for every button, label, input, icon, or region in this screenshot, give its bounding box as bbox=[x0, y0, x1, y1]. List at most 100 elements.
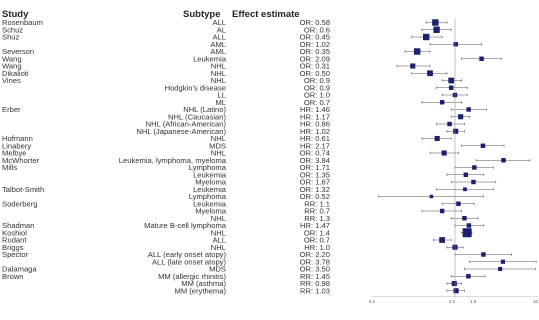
subtype-label: Leukemia bbox=[193, 170, 227, 179]
estimate-label: OR: 0.74 bbox=[300, 149, 330, 158]
estimate-marker bbox=[471, 179, 476, 185]
estimate-marker bbox=[463, 172, 469, 177]
estimate-label: RR: 0.98 bbox=[300, 279, 330, 288]
subtype-label: NHL bbox=[211, 243, 226, 252]
subtype-label: MDS bbox=[209, 265, 226, 274]
estimate-label: OR: 0.9 bbox=[304, 83, 330, 92]
estimate-label: RR: 1.45 bbox=[300, 272, 330, 281]
estimate-label: OR: 1.4 bbox=[304, 228, 330, 237]
estimate-marker bbox=[441, 150, 447, 156]
estimate-marker bbox=[433, 26, 440, 33]
subtype-label: MM (erythema) bbox=[175, 286, 227, 295]
subtype-label: NHL (Caucasian) bbox=[168, 112, 226, 121]
estimate-label: OR: 1.35 bbox=[300, 170, 330, 179]
estimate-label: HR: 2.17 bbox=[300, 141, 330, 150]
subtype-label: ML bbox=[215, 98, 226, 107]
estimate-marker bbox=[413, 48, 421, 55]
subtype-label: ALL bbox=[212, 18, 226, 27]
estimate-label: HR: 1.47 bbox=[300, 221, 330, 230]
x-tick-label: 1.5 bbox=[470, 299, 477, 304]
x-tick-label: 1.0 bbox=[449, 299, 456, 304]
plot-area: 0.1 1.0 1.5 10 bbox=[369, 18, 538, 304]
subtype-label: NHL (Japanese-American) bbox=[136, 127, 226, 136]
study-label: Mills bbox=[2, 163, 17, 172]
subtype-label: NHL bbox=[211, 228, 226, 237]
estimate-label: OR: 0.6 bbox=[304, 25, 330, 34]
estimate-marker bbox=[447, 121, 452, 127]
subtype-label: Leukemia bbox=[193, 54, 227, 63]
subtype-label: ALL bbox=[212, 236, 226, 245]
study-label: Vines bbox=[2, 76, 21, 85]
estimate-label: OR: 0.31 bbox=[300, 62, 330, 71]
estimate-marker bbox=[432, 19, 439, 26]
estimate-marker bbox=[501, 158, 506, 163]
subtype-label: AL bbox=[217, 25, 226, 34]
estimate-marker bbox=[410, 63, 416, 69]
subtype-label: NHL (African-American) bbox=[146, 120, 227, 129]
study-label: Brown bbox=[2, 272, 24, 281]
study-label: Talbot-Smith bbox=[2, 185, 44, 194]
estimate-label: RR: 1.1 bbox=[304, 199, 330, 208]
estimate-marker bbox=[423, 33, 430, 41]
subtype-label: Lymphoma bbox=[189, 192, 227, 201]
estimate-marker bbox=[439, 208, 445, 214]
estimate-label: RR: 1.3 bbox=[304, 214, 330, 223]
subtype-label: Leukemia bbox=[193, 199, 227, 208]
estimate-marker bbox=[466, 223, 472, 228]
subtype-label: Myeloma bbox=[195, 178, 227, 187]
estimate-label: OR: 0.45 bbox=[300, 33, 330, 42]
estimate-label: OR: 0.7 bbox=[304, 98, 330, 107]
estimate-label: OR: 1.67 bbox=[300, 178, 330, 187]
header-subtype: Subtype bbox=[183, 9, 220, 20]
estimate-marker bbox=[462, 228, 472, 238]
estimate-label: RR: 1.03 bbox=[300, 286, 330, 295]
study-label: Rudant bbox=[2, 236, 27, 245]
estimate-marker bbox=[439, 100, 445, 105]
estimate-marker bbox=[479, 56, 484, 61]
study-label: Wang bbox=[2, 54, 22, 63]
study-label: Severson bbox=[2, 47, 34, 56]
subtype-label: NHL bbox=[211, 62, 226, 71]
subtype-label: NHL bbox=[211, 76, 226, 85]
subtype-label: LL bbox=[218, 91, 226, 100]
subtype-label: Mature B-cell lymphoma bbox=[144, 221, 227, 230]
estimate-label: HR: 1.17 bbox=[300, 112, 330, 121]
subtype-label: MDS bbox=[209, 141, 226, 150]
subtype-label: MM (allergic rhinitis) bbox=[158, 272, 226, 281]
estimate-marker bbox=[480, 143, 486, 148]
subtype-label: Leukemia, lymphoma, myeloma bbox=[119, 156, 227, 165]
subtype-label: ALL bbox=[212, 33, 226, 42]
subtype-label: Leukemia bbox=[193, 185, 227, 194]
estimate-label: HR: 1.46 bbox=[300, 105, 330, 114]
estimate-label: HR: 0.86 bbox=[300, 120, 330, 129]
header-study: Study bbox=[2, 9, 29, 20]
estimate-label: OR: 1.02 bbox=[300, 40, 330, 49]
estimate-marker bbox=[448, 85, 454, 90]
study-label: Dalamaga bbox=[2, 265, 37, 274]
study-label: Shadman bbox=[2, 221, 35, 230]
estimate-label: OR: 0.52 bbox=[300, 192, 330, 201]
estimate-label: OR: 0.35 bbox=[300, 47, 330, 56]
estimate-label: OR: 1.0 bbox=[304, 91, 330, 100]
estimate-label: OR: 0.58 bbox=[300, 18, 330, 27]
subtype-label: NHL bbox=[211, 134, 226, 143]
estimate-label: OR: 1.32 bbox=[300, 185, 330, 194]
header-estimate: Effect estimate bbox=[232, 9, 300, 20]
estimate-marker bbox=[472, 165, 477, 170]
estimate-marker bbox=[498, 266, 503, 272]
estimate-label: HR: 1.02 bbox=[300, 127, 330, 136]
estimate-marker bbox=[458, 114, 464, 120]
estimate-label: OR: 3.50 bbox=[300, 265, 330, 274]
study-label: Rosenbaum bbox=[2, 18, 43, 27]
study-label: Melbye bbox=[2, 149, 26, 158]
study-label: Briggs bbox=[2, 243, 24, 252]
estimate-marker bbox=[439, 237, 446, 243]
estimate-marker bbox=[462, 216, 467, 221]
estimate-marker bbox=[453, 42, 458, 47]
estimate-label: HR: 1.0 bbox=[304, 243, 330, 252]
study-label: Spector bbox=[2, 250, 29, 259]
estimate-marker bbox=[429, 194, 434, 199]
estimate-label: OR: 2.09 bbox=[300, 54, 330, 63]
estimate-marker bbox=[500, 259, 505, 264]
